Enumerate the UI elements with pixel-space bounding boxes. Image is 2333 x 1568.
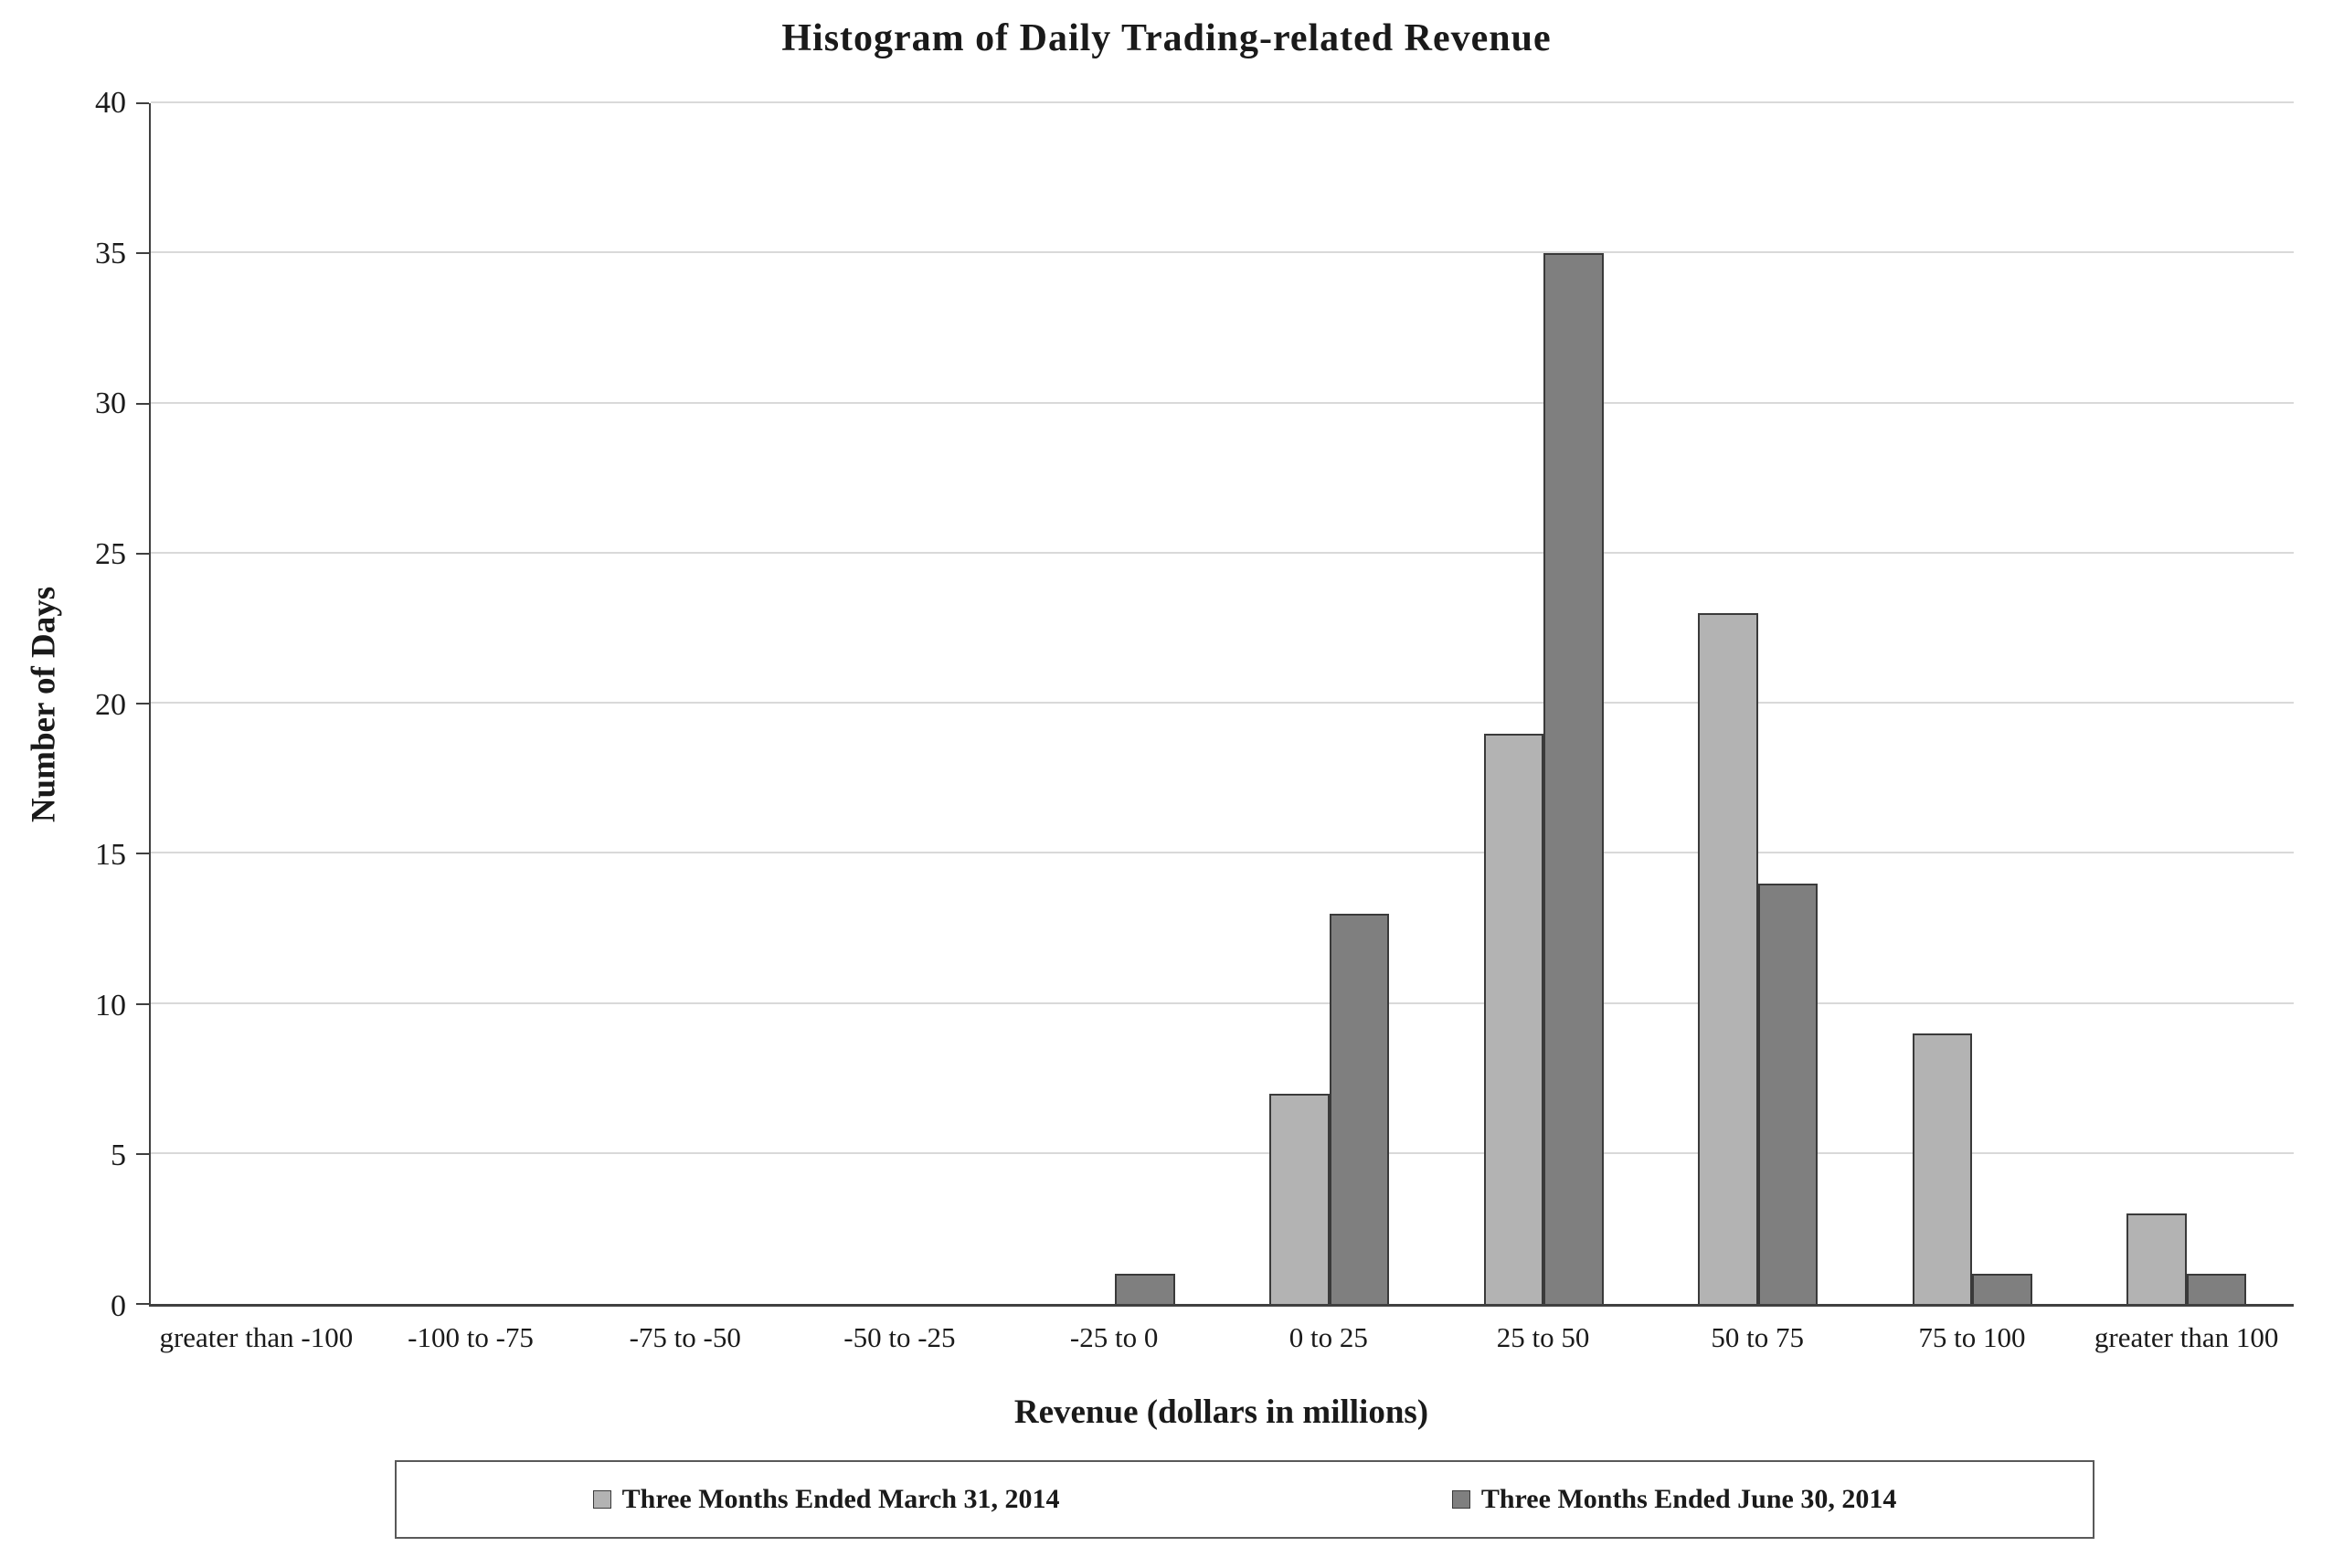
y-axis-tick <box>136 402 149 405</box>
chart-title: Histogram of Daily Trading-related Reven… <box>781 17 1552 59</box>
y-axis-tick <box>136 1303 149 1305</box>
bar-group <box>366 103 580 1304</box>
bar-group <box>794 103 1009 1304</box>
bar <box>1115 1274 1175 1304</box>
x-axis-tick-label: -100 to -75 <box>408 1321 534 1353</box>
y-axis-tick-label: 25 <box>95 536 126 571</box>
gridline <box>151 401 2294 404</box>
x-axis-title: Revenue (dollars in millions) <box>1013 1393 1429 1431</box>
y-axis-tick <box>136 703 149 705</box>
x-axis-tick-label: -25 to 0 <box>1069 1321 1159 1353</box>
bar <box>2186 1274 2247 1304</box>
bar <box>1269 1094 1330 1304</box>
x-axis-tick-label: 25 to 50 <box>1496 1321 1590 1353</box>
legend: Three Months Ended March 31, 2014 Three M… <box>395 1460 2094 1539</box>
legend-swatch <box>592 1490 611 1509</box>
x-axis-tick-label: greater than -100 <box>159 1321 354 1353</box>
bar <box>1329 913 1390 1304</box>
y-axis: 0 5 10 15 20 25 30 35 40 <box>0 88 133 1322</box>
y-axis-tick-label: 5 <box>111 1139 126 1173</box>
x-axis-tick-label: 75 to 100 <box>1918 1321 2026 1353</box>
bar-group <box>1437 103 1651 1304</box>
y-axis-tick <box>136 853 149 855</box>
legend-label: Three Months Ended March 31, 2014 <box>621 1484 1060 1514</box>
bar <box>1912 1033 1973 1304</box>
legend-swatch <box>1451 1490 1470 1509</box>
plot-area <box>136 101 2295 1307</box>
y-axis-tick-label: 0 <box>111 1289 126 1323</box>
gridline <box>151 852 2294 854</box>
bar-group <box>2080 103 2295 1304</box>
bar <box>1483 733 1544 1304</box>
x-axis-tick-label: greater than 100 <box>2094 1321 2279 1353</box>
bar-group <box>579 103 794 1304</box>
gridline <box>151 702 2294 704</box>
y-axis-tick-label: 20 <box>95 687 126 722</box>
x-axis-tick-label: -50 to -25 <box>843 1321 956 1353</box>
bar <box>1543 253 1604 1304</box>
bar-group <box>151 103 366 1304</box>
bar-group <box>1651 103 1866 1304</box>
legend-label: Three Months Ended June 30, 2014 <box>1480 1484 1897 1514</box>
x-axis-tick-label: 50 to 75 <box>1711 1321 1805 1353</box>
bar <box>1698 613 1758 1304</box>
y-axis-tick <box>136 252 149 255</box>
gridline <box>151 1001 2294 1004</box>
y-axis-tick-label: 40 <box>95 86 126 120</box>
bar-group <box>1008 103 1223 1304</box>
x-axis-tick-label: -75 to -50 <box>629 1321 741 1353</box>
bar-group <box>1865 103 2080 1304</box>
gridline <box>151 101 2294 103</box>
bar-group <box>1223 103 1437 1304</box>
x-axis-tick-label: 0 to 25 <box>1288 1321 1368 1353</box>
y-axis-tick <box>136 1002 149 1005</box>
gridline <box>151 1151 2294 1154</box>
gridline <box>151 551 2294 554</box>
y-axis-tick-label: 15 <box>95 838 126 873</box>
legend-item: Three Months Ended June 30, 2014 <box>1451 1484 1897 1515</box>
y-axis-tick <box>136 1152 149 1155</box>
bar <box>1757 884 1819 1304</box>
y-axis-tick <box>136 102 149 104</box>
y-axis-tick <box>136 552 149 555</box>
gridline <box>151 251 2294 254</box>
bar <box>1972 1274 2032 1304</box>
y-axis-tick-label: 30 <box>95 387 126 421</box>
x-axis: greater than -100 -100 to -75 -75 to -50 -5… <box>149 1321 2294 1363</box>
bar <box>2126 1213 2187 1304</box>
y-axis-tick-label: 10 <box>95 988 126 1022</box>
y-axis-tick-label: 35 <box>95 236 126 270</box>
legend-item: Three Months Ended March 31, 2014 <box>592 1484 1060 1515</box>
